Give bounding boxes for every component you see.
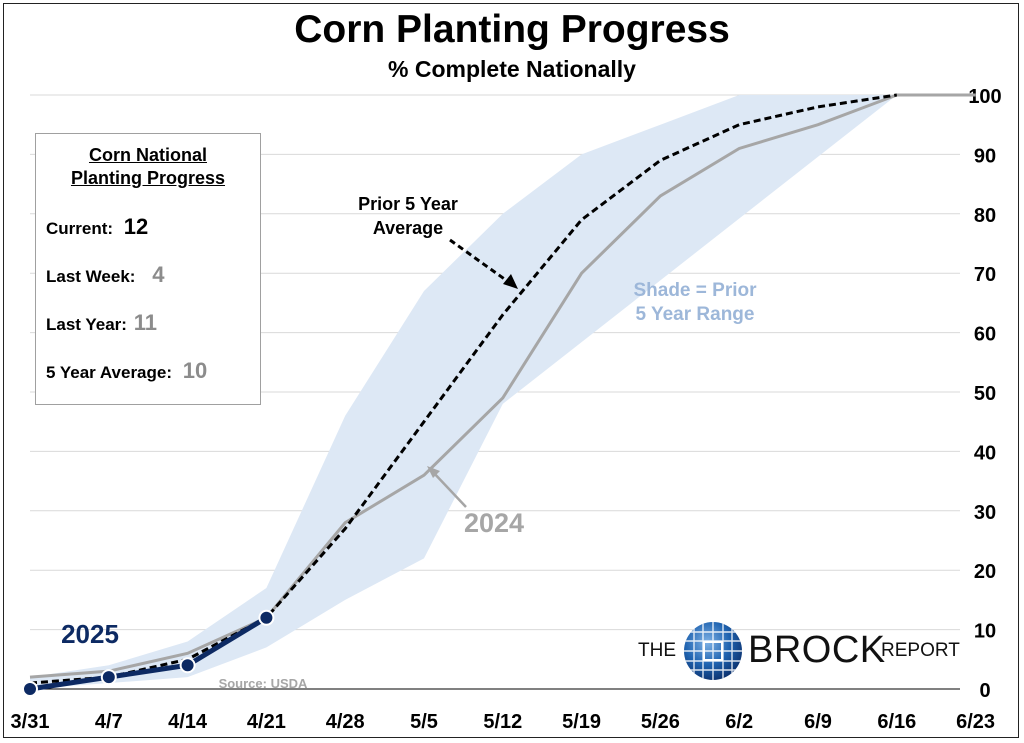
x-tick-label: 4/28 [326,711,365,733]
x-tick-label: 6/23 [956,711,995,733]
logo-the-text: THE [638,640,676,661]
average-annotation-arrowhead [503,274,518,289]
y-tick-label: 40 [974,442,996,464]
annotation-2024-arrow [431,470,467,508]
range-band [30,95,897,689]
info-last-year-label: Last Year: [46,315,127,334]
series-2025-point [179,657,196,674]
info-box-heading-line2: Planting Progress [70,168,226,188]
info-last-week-value: 4 [152,262,165,287]
y-tick-label: 50 [974,383,996,405]
x-tick-label: 5/26 [641,711,680,733]
series-2025-point [100,669,117,686]
y-tick-label: 0 [979,680,990,702]
chart-subtitle: % Complete Nationally [388,56,636,82]
info-box-heading: Corn National Planting Progress [36,144,260,190]
x-tick-label: 5/12 [483,711,522,733]
info-current-label: Current: [46,219,114,238]
series-2025-point [258,609,275,626]
x-tick-label: 5/19 [562,711,601,733]
logo-brock-text: BROCK [748,629,886,671]
annotation-2024-arrowhead [427,466,440,478]
planting-progress-info-box: Corn National Planting Progress Current:… [35,133,261,405]
y-tick-label: 70 [974,264,996,286]
source-note: Source: USDA [219,676,308,691]
x-tick-label: 5/5 [410,711,438,733]
annotation-2025-label: 2025 [61,619,119,649]
info-last-year-row: Last Year: 11 [46,310,157,336]
info-last-week-row: Last Week: 4 [46,262,164,288]
info-last-week-label: Last Week: [46,267,136,286]
x-tick-label: 6/2 [725,711,753,733]
y-tick-label: 10 [974,621,996,643]
info-five-year-avg-row: 5 Year Average: 10 [46,358,207,384]
average-annotation-line1: Prior 5 Year [358,194,458,214]
series-2024-line [29,93,976,679]
x-tick-label: 4/21 [247,711,286,733]
average-annotation-line2: Average [373,218,443,238]
series-2025-point [22,681,38,697]
info-five-year-avg-value: 10 [182,358,208,383]
info-current-row: Current: 12 [46,214,148,240]
info-current-value: 12 [123,214,149,239]
y-tick-label: 80 [974,205,996,227]
series-average-line [29,93,898,685]
info-box-heading-line1: Corn National [88,145,207,165]
y-tick-label: 100 [968,86,1001,108]
average-annotation-arrow [449,238,511,285]
series-2025-line [29,615,268,692]
x-tick-label: 3/31 [11,711,50,733]
x-tick-label: 4/14 [168,711,208,733]
info-five-year-avg-label: 5 Year Average: [46,363,173,382]
chart-title: Corn Planting Progress [294,8,730,51]
y-tick-label: 20 [974,561,996,583]
globe-icon [684,622,742,680]
x-tick-label: 6/9 [804,711,832,733]
x-tick-label: 6/16 [877,711,916,733]
y-tick-label: 30 [974,502,996,524]
shade-annotation-line1: Shade = Prior [633,280,757,301]
y-tick-label: 90 [974,145,996,167]
logo-report-text: REPORT [881,640,960,661]
x-tick-label: 4/7 [95,711,123,733]
info-last-year-value: 11 [133,310,157,335]
shade-annotation-line2: 5 Year Range [635,304,754,325]
chart-frame [3,3,1019,738]
annotation-2024-label: 2024 [464,508,524,538]
y-tick-label: 60 [974,324,996,346]
